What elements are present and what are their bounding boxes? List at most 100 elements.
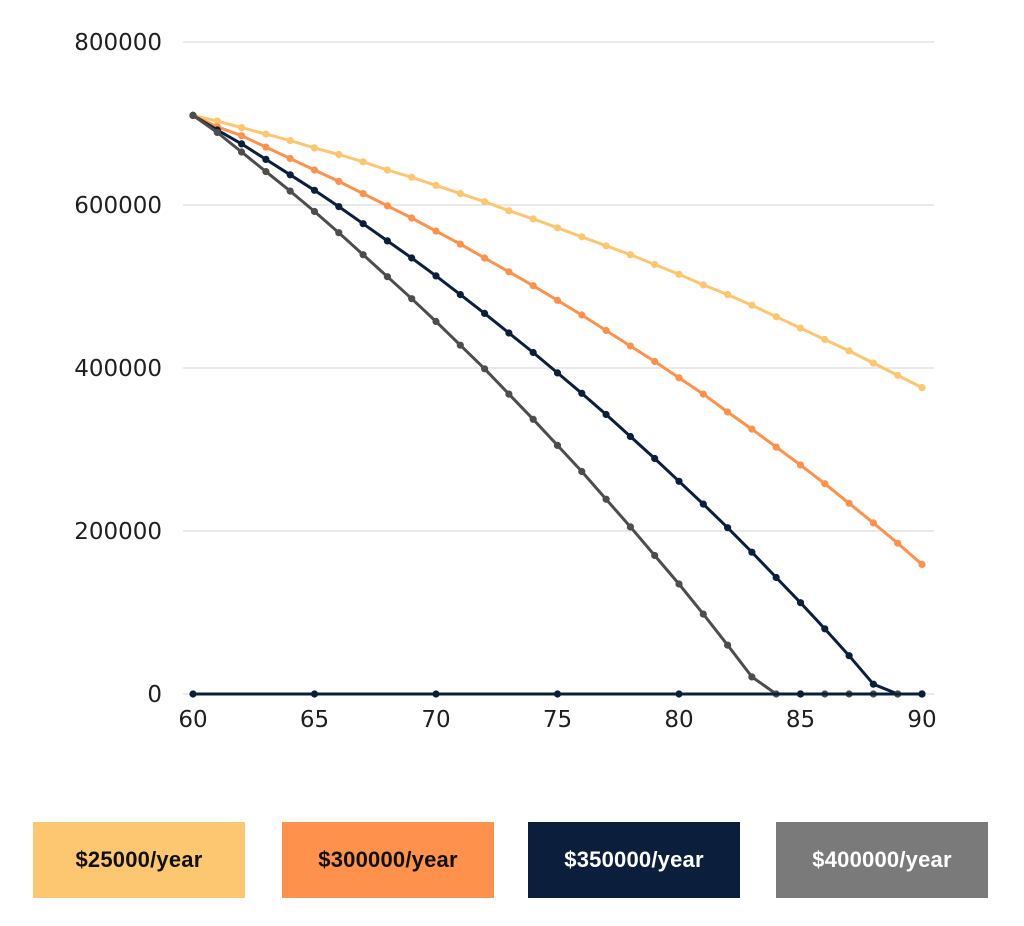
data-point [869, 359, 878, 367]
data-point [505, 390, 513, 398]
data-point [602, 410, 610, 419]
x-tick-label: 85 [786, 707, 815, 733]
data-point [724, 408, 732, 416]
data-point [578, 233, 586, 241]
data-point [310, 144, 319, 152]
data-point [845, 652, 853, 660]
data-point [602, 326, 610, 335]
data-point [748, 673, 756, 681]
data-point [821, 625, 829, 633]
data-point [262, 168, 270, 176]
gridlines [183, 41, 934, 695]
data-point [310, 186, 319, 194]
data-point [553, 224, 562, 232]
data-point [335, 203, 343, 211]
x-tick-label: 90 [907, 707, 936, 733]
data-point [383, 273, 391, 281]
data-point [796, 599, 805, 607]
data-point [529, 348, 537, 357]
data-point [748, 425, 756, 433]
data-point [553, 369, 562, 377]
data-point [408, 295, 416, 303]
data-point [699, 390, 707, 398]
data-point [408, 214, 416, 222]
data-point [335, 150, 343, 159]
data-point [626, 432, 635, 441]
data-point [626, 523, 635, 531]
data-point [238, 148, 246, 156]
legend-label: $300000/year [318, 847, 458, 872]
data-point [699, 281, 707, 289]
series-layer [189, 111, 926, 698]
y-tick-label: 600000 [74, 193, 162, 219]
legend: $25000/year $300000/year $350000/year $4… [0, 822, 1024, 898]
data-point [432, 690, 440, 698]
line-chart: 800000 600000 400000 200000 0 60 65 70 75 80 85 90 [74, 30, 936, 733]
data-point [432, 227, 440, 235]
x-axis-tick-labels: 60 65 70 75 80 85 90 [178, 707, 936, 733]
series-baseline [189, 690, 926, 698]
series-line [191, 113, 924, 696]
data-point [651, 551, 659, 560]
legend-label: $350000/year [564, 847, 704, 872]
data-point [918, 560, 926, 569]
data-point [869, 680, 878, 688]
data-point [286, 171, 294, 179]
data-point [529, 282, 537, 290]
data-point [359, 251, 367, 259]
legend-label: $400000/year [812, 847, 952, 872]
data-point [456, 240, 464, 248]
data-point [821, 335, 829, 344]
data-point [675, 270, 683, 278]
data-point [189, 111, 197, 119]
data-point [894, 371, 902, 379]
data-point [481, 365, 489, 373]
data-point [602, 242, 610, 250]
data-point [262, 143, 270, 151]
data-point [481, 254, 489, 262]
legend-label: $25000/year [75, 847, 203, 872]
data-point [359, 190, 367, 198]
data-point [748, 548, 756, 556]
x-tick-label: 65 [300, 707, 329, 733]
data-point [310, 690, 319, 698]
data-point [626, 342, 635, 350]
data-point [456, 341, 464, 349]
data-point [553, 441, 562, 449]
data-point [796, 690, 805, 698]
y-tick-label: 200000 [74, 519, 162, 545]
data-point [432, 317, 440, 326]
data-point [189, 690, 197, 698]
data-point [335, 229, 343, 237]
data-point [262, 130, 270, 138]
y-axis-tick-labels: 800000 600000 400000 200000 0 [74, 30, 162, 708]
x-tick-label: 80 [664, 707, 693, 733]
data-point [238, 124, 246, 132]
data-point [213, 128, 221, 137]
data-point [529, 215, 537, 223]
x-tick-label: 60 [178, 707, 207, 733]
data-point [286, 154, 294, 163]
data-point [724, 291, 732, 299]
series-400000-year [189, 111, 926, 698]
y-tick-label: 0 [147, 682, 162, 708]
legend-item-350000: $350000/year [528, 822, 740, 898]
data-point [481, 198, 489, 206]
series-350000-year [189, 111, 926, 698]
data-point [772, 573, 780, 582]
data-point [553, 296, 562, 304]
data-point [213, 117, 221, 125]
series-line [191, 113, 924, 390]
data-point [505, 207, 513, 215]
data-point [578, 311, 586, 319]
legend-item-300000: $300000/year [282, 822, 494, 898]
data-point [578, 467, 586, 476]
y-tick-label: 400000 [74, 356, 162, 382]
data-point [651, 260, 659, 269]
data-point [894, 539, 902, 547]
data-point [675, 690, 683, 698]
data-point [821, 480, 829, 488]
data-point [796, 324, 805, 332]
x-tick-label: 70 [421, 707, 450, 733]
data-point [359, 220, 367, 228]
